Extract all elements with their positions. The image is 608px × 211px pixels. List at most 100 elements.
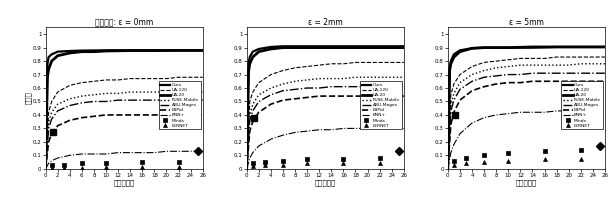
Minds [137, 160, 147, 164]
LBPid [163, 114, 170, 116]
LBPid [91, 115, 98, 118]
ABU-Mages [456, 88, 463, 91]
X-axis label: 平均假阳率: 平均假阳率 [114, 179, 135, 186]
ABU-Mages [529, 72, 536, 74]
Ours [444, 168, 452, 170]
UA-120 [42, 168, 49, 170]
LBPid [529, 80, 536, 83]
UA-120 [589, 56, 596, 58]
LBPid [175, 114, 182, 116]
UA-120 [468, 65, 475, 68]
LERNET [576, 158, 586, 161]
UA-120 [187, 76, 195, 78]
Minds [503, 151, 513, 154]
Line: Ours: Ours [448, 47, 605, 169]
LBPid [66, 119, 74, 122]
UA-120 [66, 84, 74, 87]
FUSE-Mobile [456, 81, 463, 84]
FUSE-Mobile [589, 62, 596, 65]
Title: 定位误差: ε = 0mm: 定位误差: ε = 0mm [95, 18, 153, 27]
Ours [151, 49, 158, 51]
LERNET [375, 162, 384, 165]
ABU-Mages [42, 168, 49, 170]
FUSE-Mobile [601, 62, 608, 65]
BNN+ [78, 153, 86, 155]
BNN+ [400, 127, 407, 130]
Minds [260, 160, 270, 164]
LBPid [126, 114, 134, 116]
Ours [480, 46, 488, 49]
BNN+ [151, 151, 158, 154]
UA-20 [54, 54, 61, 57]
ABU-Mages [268, 93, 275, 96]
LBPid [376, 95, 383, 97]
UA-120 [91, 80, 98, 83]
BNN+ [199, 150, 206, 153]
UA-120 [352, 61, 359, 64]
Ours [48, 53, 55, 56]
FUSE-Mobile [291, 80, 299, 83]
UA-20 [126, 49, 134, 52]
X-axis label: 平均假阳率: 平均假阳率 [516, 179, 537, 186]
FUSE-Mobile [340, 77, 347, 80]
ABU-Mages [447, 110, 455, 112]
Line: UA-120: UA-120 [247, 62, 404, 169]
BNN+ [444, 168, 452, 170]
Ours [553, 46, 560, 48]
Ours [255, 48, 263, 50]
Line: BNN+: BNN+ [448, 111, 605, 169]
Minds [576, 148, 586, 152]
ABU-Mages [601, 72, 608, 74]
Ours [328, 45, 335, 47]
LERNET [339, 162, 348, 165]
UA-120 [480, 61, 488, 64]
UA-20 [279, 46, 286, 49]
BNN+ [66, 154, 74, 157]
FUSE-Mobile [565, 64, 572, 66]
ABU-Mages [492, 75, 500, 77]
UA-20 [505, 46, 512, 49]
ABU-Mages [468, 80, 475, 83]
UA-20 [352, 46, 359, 49]
UA-20 [492, 46, 500, 49]
UA-20 [446, 69, 454, 72]
FUSE-Mobile [303, 79, 311, 81]
FUSE-Mobile [54, 103, 61, 106]
UA-20 [451, 56, 458, 58]
BNN+ [175, 150, 182, 153]
BNN+ [577, 110, 584, 112]
BNN+ [243, 168, 250, 170]
LBPid [42, 168, 49, 170]
Ours [268, 46, 275, 48]
BNN+ [126, 151, 134, 154]
Ours [54, 50, 61, 53]
Ours [199, 49, 206, 51]
LBPid [601, 80, 608, 83]
UA-20 [243, 168, 250, 170]
Ours [126, 49, 134, 51]
LERNET [302, 162, 312, 165]
FUSE-Mobile [126, 91, 134, 93]
UA-20 [78, 50, 86, 53]
BNN+ [529, 111, 536, 114]
UA-20 [245, 71, 252, 73]
LERNET [47, 166, 57, 170]
BNN+ [187, 150, 195, 153]
UA-120 [517, 57, 524, 60]
ABU-Mages [249, 110, 257, 112]
FUSE-Mobile [187, 91, 195, 93]
Ours [66, 50, 74, 52]
UA-120 [364, 61, 371, 64]
ABU-Mages [340, 85, 347, 88]
BNN+ [54, 157, 61, 159]
UA-120 [151, 77, 158, 80]
ABU-Mages [376, 85, 383, 88]
Line: UA-120: UA-120 [46, 77, 202, 169]
FUSE-Mobile [447, 104, 455, 107]
FUSE-Mobile [91, 93, 98, 96]
UA-20 [468, 47, 475, 50]
LBPid [553, 80, 560, 83]
Title: ε = 5mm: ε = 5mm [509, 18, 544, 27]
FUSE-Mobile [468, 73, 475, 76]
Minds [302, 158, 312, 161]
